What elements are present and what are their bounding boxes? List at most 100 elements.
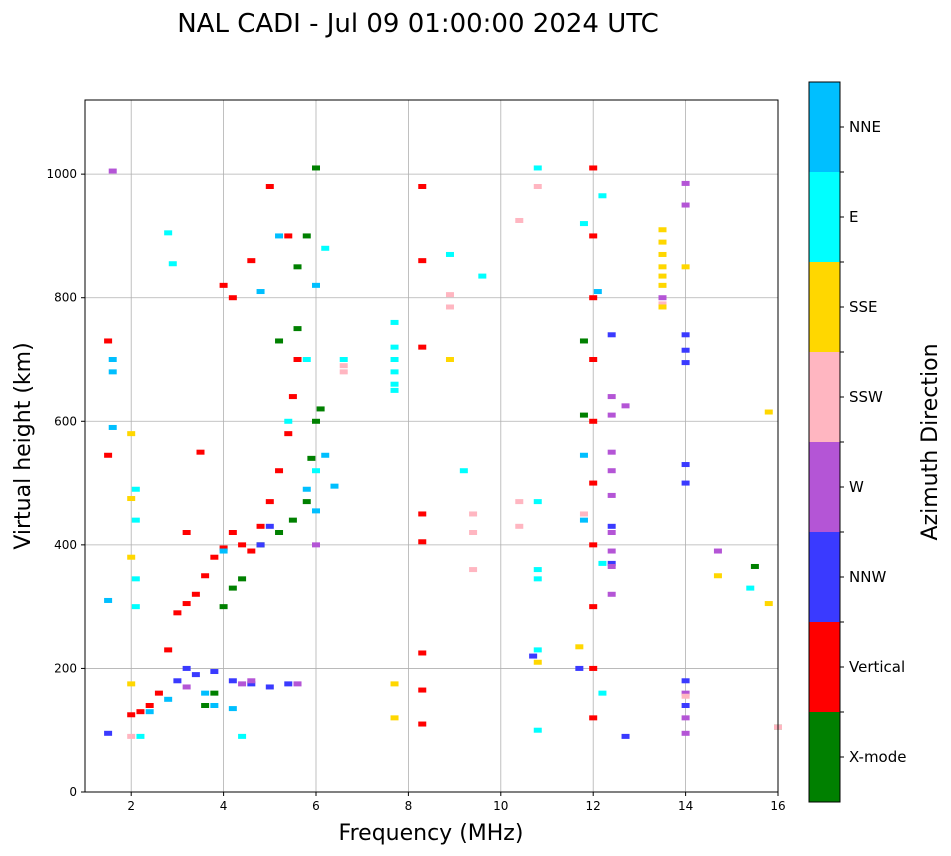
series-nnw bbox=[104, 332, 690, 739]
data-point bbox=[238, 542, 247, 548]
data-point bbox=[681, 462, 690, 468]
data-point bbox=[201, 690, 210, 696]
data-point bbox=[275, 468, 284, 474]
data-point bbox=[247, 548, 256, 554]
y-tick-label: 200 bbox=[54, 661, 77, 675]
data-point bbox=[256, 523, 265, 529]
data-point bbox=[607, 412, 616, 418]
data-point bbox=[589, 418, 598, 424]
data-point bbox=[228, 530, 237, 535]
data-point bbox=[312, 165, 320, 171]
data-point bbox=[219, 604, 228, 610]
data-point bbox=[658, 295, 667, 301]
data-point bbox=[339, 357, 348, 362]
data-point bbox=[579, 221, 588, 227]
data-point bbox=[131, 604, 140, 610]
data-point bbox=[339, 363, 348, 369]
colorbar-tick-label: SSW bbox=[849, 388, 883, 406]
data-point bbox=[108, 168, 117, 174]
data-point bbox=[589, 715, 598, 721]
series-vertical bbox=[104, 165, 598, 727]
data-point bbox=[515, 523, 524, 529]
data-point bbox=[533, 184, 542, 189]
data-point bbox=[238, 733, 247, 739]
data-point bbox=[681, 693, 690, 699]
data-point bbox=[127, 431, 136, 437]
data-point bbox=[658, 273, 667, 279]
data-point bbox=[750, 563, 759, 569]
data-point bbox=[210, 554, 219, 560]
data-point bbox=[293, 357, 302, 362]
data-point bbox=[607, 394, 616, 400]
data-point bbox=[104, 730, 113, 736]
data-point bbox=[658, 251, 667, 257]
data-point bbox=[127, 496, 136, 502]
colorbar: X-mode Vertical NNW W SSW SSE E NNE bbox=[808, 81, 906, 803]
data-point bbox=[593, 289, 602, 295]
data-point bbox=[681, 202, 690, 208]
data-point bbox=[418, 539, 427, 545]
colorbar-segment bbox=[809, 532, 840, 622]
data-point bbox=[418, 344, 427, 350]
y-axis: 0 200 400 600 800 1000 bbox=[46, 167, 85, 799]
colorbar-label: Azimuth Direction bbox=[918, 343, 943, 540]
data-point bbox=[104, 597, 113, 603]
x-tick-label: 4 bbox=[220, 799, 228, 813]
data-point bbox=[579, 511, 588, 517]
data-point bbox=[228, 706, 237, 712]
y-tick-label: 600 bbox=[54, 414, 77, 428]
data-point bbox=[390, 681, 399, 687]
data-point bbox=[746, 585, 755, 591]
data-point bbox=[275, 530, 284, 535]
data-point bbox=[182, 684, 191, 690]
colorbar-segment bbox=[809, 622, 840, 712]
data-point bbox=[681, 332, 690, 338]
data-point bbox=[219, 548, 228, 554]
data-point bbox=[293, 326, 302, 332]
data-point bbox=[598, 560, 607, 566]
data-point bbox=[533, 165, 542, 171]
data-point bbox=[321, 245, 330, 251]
colorbar-tick-label: Vertical bbox=[849, 658, 905, 676]
data-point bbox=[589, 604, 598, 610]
data-point bbox=[681, 180, 690, 186]
data-point bbox=[598, 690, 607, 696]
x-tick-label: 12 bbox=[586, 799, 601, 813]
series-w bbox=[108, 168, 722, 736]
data-point bbox=[288, 517, 297, 523]
data-point bbox=[154, 690, 163, 696]
data-point bbox=[390, 319, 399, 325]
data-point bbox=[196, 449, 205, 455]
data-point bbox=[533, 647, 542, 653]
data-point bbox=[713, 548, 722, 554]
data-point bbox=[418, 184, 427, 189]
data-point bbox=[312, 508, 320, 514]
data-point bbox=[681, 703, 690, 708]
data-point bbox=[658, 239, 667, 245]
data-point bbox=[210, 669, 219, 675]
data-point bbox=[469, 567, 478, 573]
x-tick-label: 2 bbox=[127, 799, 135, 813]
data-point bbox=[247, 681, 256, 687]
data-point bbox=[418, 687, 427, 693]
data-point bbox=[598, 193, 607, 199]
data-point bbox=[136, 709, 145, 715]
data-point bbox=[681, 715, 690, 721]
x-tick-label: 14 bbox=[678, 799, 693, 813]
data-point bbox=[579, 517, 588, 523]
data-point bbox=[127, 554, 136, 560]
colorbar-segment bbox=[809, 82, 840, 172]
data-point bbox=[390, 369, 399, 375]
data-point bbox=[533, 499, 542, 505]
data-point bbox=[238, 576, 247, 582]
data-point bbox=[284, 431, 293, 437]
data-point bbox=[288, 394, 297, 400]
x-tick-label: 16 bbox=[770, 799, 785, 813]
data-point bbox=[575, 644, 584, 650]
colorbar-tick-label: E bbox=[849, 208, 858, 226]
x-tick-label: 8 bbox=[405, 799, 413, 813]
data-point bbox=[607, 591, 616, 597]
colorbar-tick-label: W bbox=[849, 478, 864, 496]
x-tick-label: 6 bbox=[312, 799, 320, 813]
